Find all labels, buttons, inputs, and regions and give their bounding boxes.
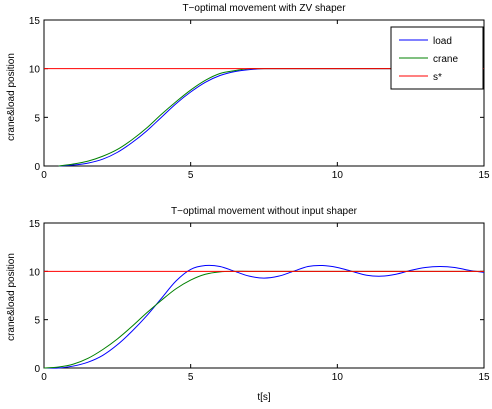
subplot-1-title: T−optimal movement with ZV shaper	[182, 3, 346, 14]
x-tick-label: 5	[188, 170, 194, 181]
y-tick-label: 5	[34, 316, 40, 327]
subplot-2-axes-frame	[43, 222, 485, 369]
x-tick-label: 5	[188, 372, 194, 383]
subplot-1-legend: load crane s*	[390, 26, 484, 90]
y-tick-label: 15	[29, 219, 41, 230]
subplot-1-ylabel: crane&load position	[6, 53, 17, 141]
subplot-1-ticks: 0 5 10 15 0 5 10 15	[29, 16, 490, 181]
y-tick-label: 5	[34, 113, 40, 124]
subplot-1: T−optimal movement with ZV shaper crane&…	[6, 3, 490, 181]
y-tick-label: 0	[34, 364, 40, 375]
x-tick-label: 10	[332, 170, 344, 181]
y-tick-label: 0	[34, 162, 40, 173]
y-tick-label: 15	[29, 16, 41, 27]
subplot-2-title: T−optimal movement without input shaper	[171, 206, 358, 217]
legend-label-crane: crane	[433, 54, 458, 65]
y-tick-label: 10	[29, 267, 41, 278]
x-tick-label: 0	[41, 170, 47, 181]
x-tick-label: 10	[332, 372, 344, 383]
subplot-2-ticks: 0 5 10 15 0 5 10 15	[29, 219, 490, 383]
legend-label-load: load	[433, 36, 452, 47]
subplot-2-series-load-line	[43, 264, 485, 369]
y-tick-label: 10	[29, 65, 41, 76]
x-tick-label: 0	[41, 372, 47, 383]
x-tick-label: 15	[478, 372, 490, 383]
subplot-2: T−optimal movement without input shaper …	[6, 206, 490, 403]
x-tick-label: 15	[478, 170, 490, 181]
legend-label-s-star: s*	[433, 72, 442, 83]
subplot-2-ylabel: crane&load position	[6, 253, 17, 341]
subplot-2-series	[43, 264, 485, 369]
subplot-2-xlabel: t[s]	[257, 392, 271, 403]
